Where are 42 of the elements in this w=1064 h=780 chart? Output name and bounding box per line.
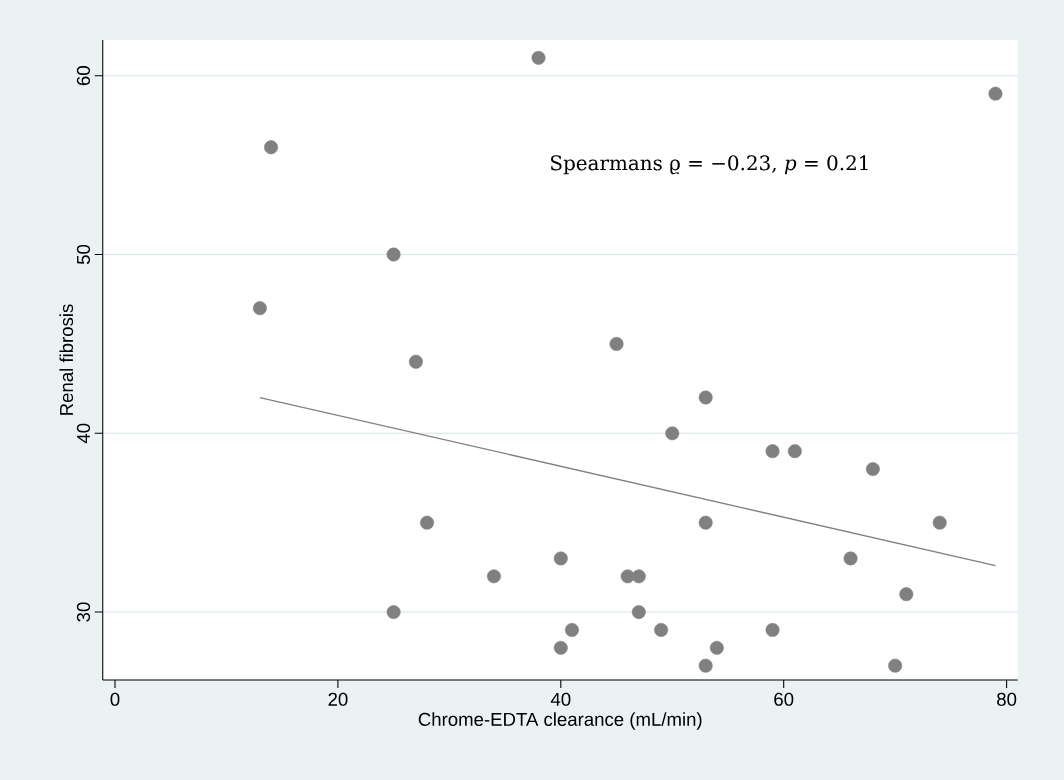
x-tick-label: 80 (997, 692, 1017, 706)
x-tick-label: 20 (328, 692, 348, 706)
point (654, 623, 669, 637)
point (843, 551, 858, 566)
point (553, 551, 568, 566)
point (252, 301, 267, 316)
x-axis-title: Chrome-EDTA clearance (mL/min) (418, 712, 702, 730)
point (698, 658, 713, 673)
point (531, 50, 546, 65)
point (787, 444, 802, 459)
point (631, 605, 646, 619)
point (765, 623, 780, 637)
point (988, 86, 1003, 101)
point (865, 462, 880, 476)
x-tick-label: 0 (110, 692, 120, 706)
y-tick-label: 30 (76, 602, 91, 622)
point (553, 640, 568, 655)
point (698, 390, 713, 405)
point (899, 587, 914, 602)
point (620, 569, 635, 584)
point (408, 354, 423, 369)
point (631, 569, 646, 584)
y-tick-label: 50 (76, 244, 91, 265)
y-axis-title: Renal fibrosis (59, 304, 74, 415)
point (698, 515, 713, 530)
x-tick-label: 60 (774, 692, 794, 706)
annotation: Spearmans ϱ = −0.23, p = 0.21 (551, 155, 868, 175)
point (765, 444, 780, 459)
point (386, 605, 401, 619)
point (386, 247, 401, 262)
point (264, 140, 278, 155)
point (487, 569, 501, 584)
x-tick-label: 40 (550, 692, 571, 706)
y-tick-label: 60 (76, 66, 91, 86)
y-tick-label: 40 (76, 423, 91, 444)
point (888, 658, 903, 673)
point (420, 515, 434, 530)
point (932, 515, 947, 530)
point (609, 336, 624, 351)
point (565, 623, 579, 637)
point (709, 640, 724, 655)
point (665, 426, 680, 441)
